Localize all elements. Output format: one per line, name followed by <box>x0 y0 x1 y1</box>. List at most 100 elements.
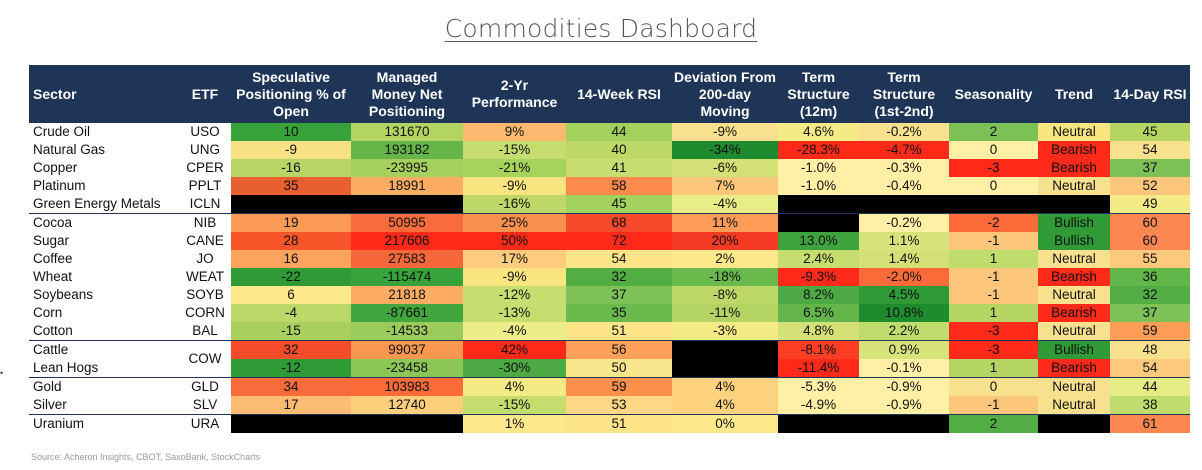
spec-positioning-cell: 19 <box>231 213 351 232</box>
term-12m-cell: -8.1% <box>778 340 859 359</box>
term-12m-cell: -11.4% <box>778 359 859 378</box>
trend-cell: Bearish <box>1038 159 1110 177</box>
term-1st-2nd-cell: 1.4% <box>859 250 949 268</box>
header-deviation-200day: Deviation From 200-day Moving <box>672 65 778 123</box>
rsi-14d-cell: 38 <box>1110 396 1190 415</box>
term-1st-2nd-cell: 2.2% <box>859 322 949 341</box>
rsi-14w-cell: 45 <box>566 195 672 214</box>
seasonality-cell: 2 <box>949 414 1038 433</box>
term-12m-cell: 4.8% <box>778 322 859 341</box>
header-14-day-rsi: 14-Day RSI <box>1110 65 1190 123</box>
sector-cell: Cotton <box>29 322 179 341</box>
term-1st-2nd-cell: -0.1% <box>859 359 949 378</box>
rsi-14w-cell: 32 <box>566 268 672 286</box>
rsi-14w-cell: 54 <box>566 250 672 268</box>
term-1st-2nd-cell: -0.2% <box>859 213 949 232</box>
term-12m-cell <box>778 414 859 433</box>
spec-positioning-cell <box>231 414 351 433</box>
rsi-14d-cell: 45 <box>1110 123 1190 141</box>
etf-cell: WEAT <box>179 268 231 286</box>
rsi-14w-cell: 50 <box>566 359 672 378</box>
table-row: Lean Hogs -12 -23458 -30% 50 -11.4% -0.1% 1 Bear… <box>29 359 1190 378</box>
term-12m-cell: -9.3% <box>778 268 859 286</box>
page-title: Commodities Dashboard <box>444 14 758 43</box>
term-1st-2nd-cell: -0.2% <box>859 123 949 141</box>
table-row: Green Energy Metals ICLN -16% 45 -4% 49 <box>29 195 1190 214</box>
etf-cell: GLD <box>179 377 231 396</box>
term-12m-cell: -1.0% <box>778 159 859 177</box>
seasonality-cell: -1 <box>949 268 1038 286</box>
rsi-14w-cell: 72 <box>566 232 672 250</box>
rsi-14w-cell: 68 <box>566 213 672 232</box>
trend-cell: Bearish <box>1038 268 1110 286</box>
term-12m-cell: 2.4% <box>778 250 859 268</box>
performance-cell: -13% <box>463 304 566 322</box>
sector-cell: Wheat <box>29 268 179 286</box>
deviation-cell: 20% <box>672 232 778 250</box>
rsi-14d-cell: 59 <box>1110 322 1190 341</box>
sector-cell: Lean Hogs <box>29 359 179 378</box>
performance-cell: -9% <box>463 177 566 195</box>
spec-positioning-cell: 34 <box>231 377 351 396</box>
managed-money-cell: 50995 <box>351 213 463 232</box>
deviation-cell: -4% <box>672 195 778 214</box>
sector-cell: Gold <box>29 377 179 396</box>
managed-money-cell <box>351 195 463 214</box>
spec-positioning-cell: 10 <box>231 123 351 141</box>
deviation-cell: -18% <box>672 268 778 286</box>
rsi-14w-cell: 41 <box>566 159 672 177</box>
spec-positioning-cell: 16 <box>231 250 351 268</box>
rsi-14d-cell: 54 <box>1110 141 1190 159</box>
deviation-cell: 4% <box>672 396 778 415</box>
rsi-14w-cell: 40 <box>566 141 672 159</box>
sector-cell: Natural Gas <box>29 141 179 159</box>
seasonality-cell: -1 <box>949 286 1038 304</box>
header-term-structure-12m: Term Structure (12m) <box>778 65 859 123</box>
deviation-cell: -9% <box>672 123 778 141</box>
table-row: Sugar CANE 28 217606 50% 72 20% 13.0% 1.1% -1 Bull… <box>29 232 1190 250</box>
term-12m-cell: 4.6% <box>778 123 859 141</box>
etf-cell: COW <box>179 340 231 378</box>
etf-cell: BAL <box>179 322 231 341</box>
performance-cell: -12% <box>463 286 566 304</box>
etf-cell: CORN <box>179 304 231 322</box>
managed-money-cell: -23995 <box>351 159 463 177</box>
table-row: Gold GLD 34 103983 4% 59 4% -5.3% -0.9% 0 Neutral 4… <box>29 377 1190 396</box>
spec-positioning-cell: 32 <box>231 340 351 359</box>
table-row: Soybeans SOYB 6 21818 -12% 37 -8% 8.2% 4.5% -1 Neu… <box>29 286 1190 304</box>
performance-cell: -15% <box>463 396 566 415</box>
managed-money-cell: 18991 <box>351 177 463 195</box>
table-body: Crude Oil USO 10 131670 9% 44 -9% 4.6% -0.2% 2 Neu… <box>29 123 1190 433</box>
term-12m-cell <box>778 195 859 214</box>
trend-cell: Neutral <box>1038 250 1110 268</box>
managed-money-cell: 21818 <box>351 286 463 304</box>
bullet-marker: • <box>0 368 4 378</box>
commodities-table: Sector ETF Speculative Positioning % of … <box>29 65 1190 433</box>
trend-cell: Bullish <box>1038 340 1110 359</box>
rsi-14d-cell: 55 <box>1110 250 1190 268</box>
header-trend: Trend <box>1038 65 1110 123</box>
performance-cell: 25% <box>463 213 566 232</box>
managed-money-cell: 103983 <box>351 377 463 396</box>
term-12m-cell: -28.3% <box>778 141 859 159</box>
term-1st-2nd-cell <box>859 414 949 433</box>
rsi-14d-cell: 32 <box>1110 286 1190 304</box>
rsi-14w-cell: 56 <box>566 340 672 359</box>
deviation-cell: -6% <box>672 159 778 177</box>
header-managed-money: Managed Money Net Positioning <box>351 65 463 123</box>
table-row: Cotton BAL -15 -14533 -4% 51 -3% 4.8% 2.2% -3 Neut… <box>29 322 1190 341</box>
performance-cell: 4% <box>463 377 566 396</box>
term-1st-2nd-cell: 1.1% <box>859 232 949 250</box>
etf-cell: SLV <box>179 396 231 415</box>
performance-cell: 50% <box>463 232 566 250</box>
etf-cell: ICLN <box>179 195 231 214</box>
term-1st-2nd-cell: -0.9% <box>859 377 949 396</box>
etf-cell: URA <box>179 414 231 433</box>
managed-money-cell: -23458 <box>351 359 463 378</box>
rsi-14w-cell: 35 <box>566 304 672 322</box>
spec-positioning-cell: -16 <box>231 159 351 177</box>
source-note: Source: Acheron Insights, CBOT, SaxoBank… <box>31 452 261 462</box>
seasonality-cell: -1 <box>949 396 1038 415</box>
managed-money-cell: -14533 <box>351 322 463 341</box>
deviation-cell: -11% <box>672 304 778 322</box>
